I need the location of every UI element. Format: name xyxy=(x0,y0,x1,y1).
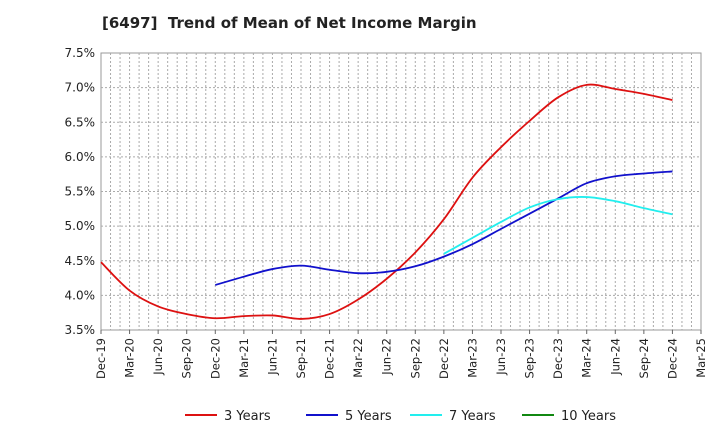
x-tick-label: Mar-25 xyxy=(694,338,708,378)
y-tick-label: 4.0% xyxy=(65,288,96,302)
series-lines xyxy=(100,83,673,320)
x-tick-label: Dec-21 xyxy=(323,338,337,379)
legend-label: 10 Years xyxy=(561,409,616,424)
y-tick-label: 5.5% xyxy=(65,185,96,199)
x-tick-label: Jun-24 xyxy=(608,338,622,376)
x-tick-label: Dec-20 xyxy=(208,338,222,379)
x-tick-label: Mar-24 xyxy=(580,338,594,378)
series-line-5-years xyxy=(215,170,673,286)
y-tick-label: 7.5% xyxy=(65,46,96,60)
x-tick-label: Dec-19 xyxy=(94,338,108,379)
x-tick-label: Jun-23 xyxy=(494,338,508,376)
y-tick-label: 6.0% xyxy=(65,150,96,164)
x-tick-label: Mar-21 xyxy=(237,338,251,378)
legend: 3 Years 5 Years 7 Years 10 Years xyxy=(185,409,616,424)
y-tick-label: 6.5% xyxy=(65,115,96,129)
y-tick-label: 7.0% xyxy=(65,81,96,95)
x-tick-label: Jun-20 xyxy=(151,338,165,376)
y-tick-label: 4.5% xyxy=(65,254,96,268)
chart-title: [6497] Trend of Mean of Net Income Margi… xyxy=(102,14,477,32)
x-axis: Dec-19 Mar-20 Jun-20 Sep-20 Dec-20 Mar-21 Jun-… xyxy=(94,330,708,379)
series-line-3-years xyxy=(100,83,673,320)
x-tick-label: Dec-23 xyxy=(551,338,565,379)
legend-label: 3 Years xyxy=(224,409,271,424)
y-tick-label: 3.5% xyxy=(65,323,96,337)
x-tick-label: Dec-24 xyxy=(665,338,679,379)
x-tick-label: Jun-22 xyxy=(380,338,394,376)
x-tick-label: Sep-24 xyxy=(637,338,651,378)
y-axis: 3.5% 4.0% 4.5% 5.0% 5.5% 6.0% 6.5% 7.0% 7.5% xyxy=(65,46,96,337)
x-tick-label: Sep-20 xyxy=(180,338,194,378)
x-tick-label: Sep-23 xyxy=(523,338,537,378)
x-tick-label: Sep-21 xyxy=(294,338,308,378)
x-tick-label: Mar-22 xyxy=(351,338,365,378)
x-tick-label: Mar-20 xyxy=(123,338,137,378)
x-tick-label: Mar-23 xyxy=(465,338,479,378)
x-tick-label: Dec-22 xyxy=(437,338,451,379)
legend-label: 7 Years xyxy=(449,409,496,424)
x-tick-label: Jun-21 xyxy=(265,338,279,376)
legend-label: 5 Years xyxy=(345,409,392,424)
grid-lines xyxy=(101,53,701,330)
series-line-7-years xyxy=(443,196,673,255)
y-tick-label: 5.0% xyxy=(65,219,96,233)
x-tick-label: Sep-22 xyxy=(408,338,422,378)
